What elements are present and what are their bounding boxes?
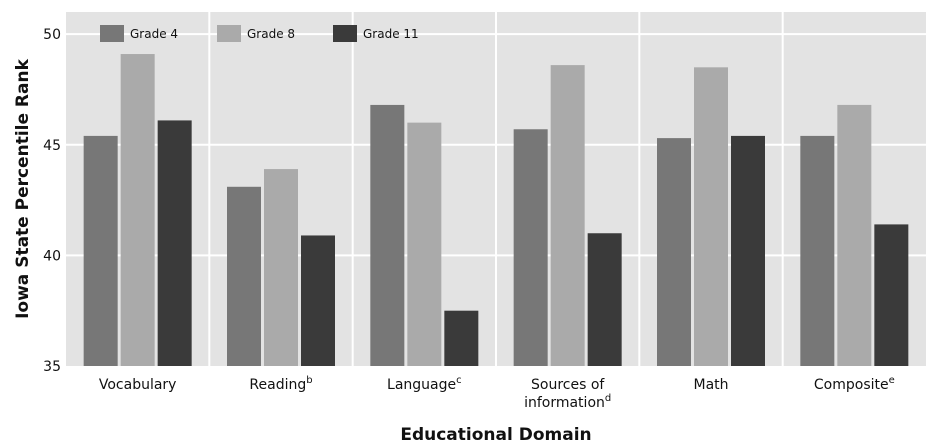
- x-category-labels: Vocabulary Readingb Languagec Sources of inf…: [99, 375, 895, 411]
- y-tick-label: 35: [43, 359, 61, 375]
- x-category-label: Math: [693, 377, 728, 393]
- bar-grade-11: [301, 235, 335, 366]
- bar-grade-8: [264, 169, 298, 366]
- bars: [83, 54, 909, 367]
- bar-grade-4: [83, 135, 118, 366]
- legend: Grade 4 Grade 8 Grade 11: [100, 25, 419, 42]
- bar-grade-4: [800, 135, 835, 366]
- bar-grade-8: [550, 65, 585, 366]
- x-category-label: Readingb: [249, 375, 312, 393]
- y-tick-labels: 35 40 45 50: [43, 27, 61, 375]
- x-category-label: Vocabulary: [99, 377, 177, 393]
- x-axis-title: Educational Domain: [400, 425, 591, 445]
- legend-label: Grade 8: [247, 27, 295, 41]
- legend-label: Grade 4: [130, 27, 178, 41]
- gridlines: [66, 12, 926, 366]
- bar-grade-8: [694, 67, 728, 366]
- legend-swatch: [217, 25, 241, 42]
- bar-grade-11: [731, 135, 765, 366]
- bar-grade-11: [444, 310, 479, 366]
- y-tick-label: 50: [43, 27, 61, 43]
- y-axis-title: Iowa State Percentile Rank: [13, 58, 33, 318]
- bar-grade-4: [657, 138, 691, 366]
- bar-grade-8: [120, 54, 155, 366]
- x-category-label: Languagec: [387, 375, 462, 393]
- bar-grade-8: [837, 104, 872, 367]
- bar-grade-4: [227, 186, 261, 366]
- bar-grade-4: [370, 104, 405, 367]
- bar-grade-11: [157, 120, 192, 366]
- x-category-label: Sources of informationd: [524, 377, 611, 411]
- legend-swatch: [100, 25, 124, 42]
- y-tick-label: 40: [43, 248, 61, 264]
- x-category-label: Compositee: [814, 375, 895, 393]
- bar-grade-11: [874, 224, 909, 366]
- y-tick-label: 45: [43, 138, 61, 154]
- legend-label: Grade 11: [363, 27, 419, 41]
- bar-grade-4: [513, 129, 548, 366]
- legend-swatch: [333, 25, 357, 42]
- bar-grade-11: [587, 233, 622, 366]
- bar-grade-8: [407, 122, 442, 366]
